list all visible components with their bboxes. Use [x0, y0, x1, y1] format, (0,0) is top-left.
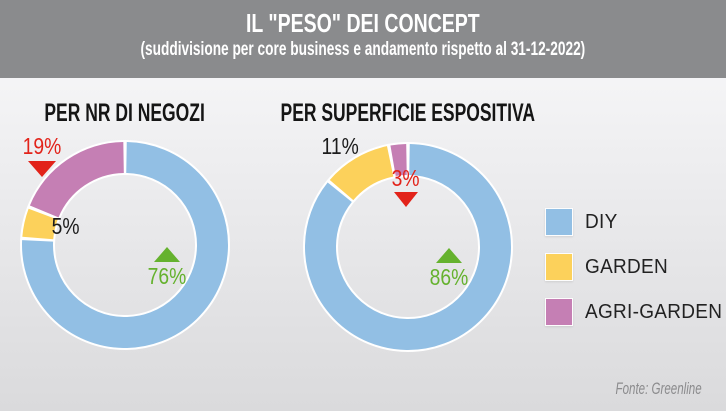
trend-up-icon: [154, 247, 180, 262]
legend-item-label: AGRI-GARDEN: [585, 300, 723, 323]
legend-item-label: DIY: [585, 210, 618, 233]
page-subtitle-text: (suddivisione per core business e andame…: [140, 38, 586, 60]
chart-title-superficie: PER SUPERFICIE ESPOSITIVA: [280, 99, 535, 127]
chart-title-negozi: PER NR DI NEGOZI: [44, 99, 206, 127]
trend-down-icon: [28, 161, 56, 177]
header: IL "PESO" DEI CONCEPT (suddivisione per …: [0, 0, 726, 78]
label-agri-superficie: 3%: [380, 167, 432, 207]
label-diy-negozi: 76%: [139, 247, 195, 288]
legend-item-garden: GARDEN: [545, 252, 726, 281]
trend-up-icon: [436, 248, 462, 263]
legend-item-label: GARDEN: [585, 255, 669, 278]
label-diy-superficie: 86%: [421, 248, 477, 289]
page-title-text: IL "PESO" DEI CONCEPT: [246, 8, 480, 38]
legend: DIY GARDEN AGRI-GARDEN: [545, 207, 726, 343]
source-note: Fonte: Greenline: [615, 379, 702, 398]
garden-color-swatch: [545, 252, 573, 281]
label-garden-negozi: 5%: [52, 213, 80, 239]
page-title: IL "PESO" DEI CONCEPT: [0, 9, 726, 38]
legend-item-agri-garden: AGRI-GARDEN: [545, 297, 726, 326]
agri-garden-color-swatch: [545, 297, 573, 326]
label-agri-negozi: 19%: [14, 135, 70, 177]
diy-color-swatch: [545, 207, 573, 236]
donut-chart-negozi: [20, 140, 230, 350]
legend-item-diy: DIY: [545, 207, 726, 236]
label-garden-superficie: 11%: [321, 133, 359, 159]
donut-chart-superficie: [303, 142, 513, 352]
page-subtitle: (suddivisione per core business e andame…: [0, 38, 726, 61]
trend-down-icon: [394, 192, 418, 207]
